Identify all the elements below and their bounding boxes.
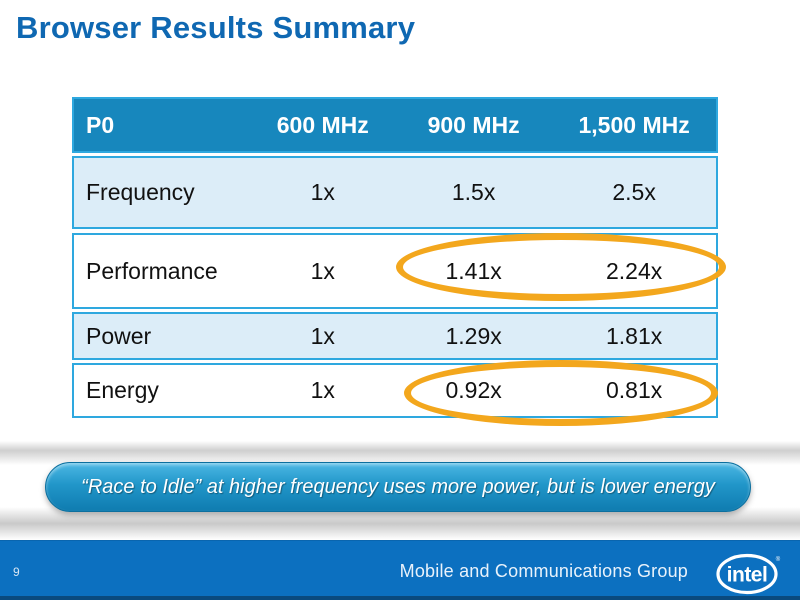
results-table: P0 600 MHz 900 MHz 1,500 MHz Frequency 1… [72,97,718,418]
callout-banner: “Race to Idle” at higher frequency uses … [45,462,751,512]
table-header-cell-600: 600 MHz [276,111,369,138]
table-row-performance: Performance 1x 1.41x 2.24x [72,233,718,309]
cell-value: 1.41x [445,257,502,284]
cell-value: 1.81x [605,322,663,349]
cell-value: 1x [310,257,335,284]
table-header-cell-p0: P0 [86,111,115,138]
footer-group-label: Mobile and Communications Group [399,561,688,581]
table-row-energy: Energy 1x 0.92x 0.81x [72,363,718,418]
row-label: Power [86,322,152,349]
row-label: Frequency [86,179,195,205]
table-row-power: Power 1x 1.29x 1.81x [72,312,718,360]
intel-logo-text: intel [727,564,768,587]
cell-value: 0.92x [445,377,502,403]
cell-value: 2.5x [612,179,656,205]
row-label: Performance [86,257,218,284]
cell-value: 1.29x [445,322,502,349]
row-label: Energy [86,377,159,403]
table-header-cell-900: 900 MHz [427,111,520,138]
cell-value: 1.5x [451,179,496,205]
slide-title: Browser Results Summary [16,10,416,45]
footer-bottom-strip [0,596,800,600]
page-number: 9 [13,565,20,579]
intel-logo-registered-mark: ® [776,556,781,563]
cell-value: 1x [310,322,335,349]
intel-logo: intel ® [716,553,782,595]
cell-value: 1x [310,179,335,205]
callout-text: “Race to Idle” at higher frequency uses … [81,475,715,498]
cell-value: 1x [310,377,335,403]
footer-bar: 9 Mobile and Communications Group intel … [0,540,800,600]
table-row-frequency: Frequency 1x 1.5x 2.5x [72,156,718,229]
table-header-row: P0 600 MHz 900 MHz 1,500 MHz [72,97,718,153]
cell-value: 2.24x [605,257,663,284]
intel-logo-graphic: intel ® [716,553,781,595]
table-header-cell-1500: 1,500 MHz [578,111,690,138]
cell-value: 0.81x [605,377,663,403]
